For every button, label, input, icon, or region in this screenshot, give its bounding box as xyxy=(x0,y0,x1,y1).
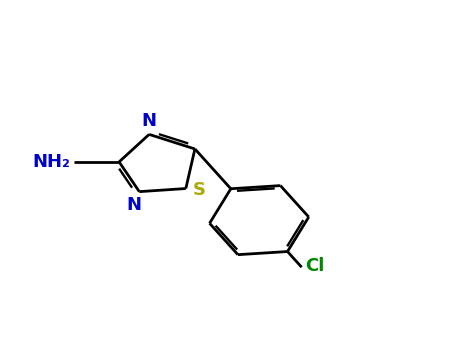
Text: Cl: Cl xyxy=(305,257,325,275)
Text: S: S xyxy=(192,181,206,199)
Text: N: N xyxy=(126,196,142,214)
Text: N: N xyxy=(142,112,157,130)
Text: NH₂: NH₂ xyxy=(32,153,70,171)
